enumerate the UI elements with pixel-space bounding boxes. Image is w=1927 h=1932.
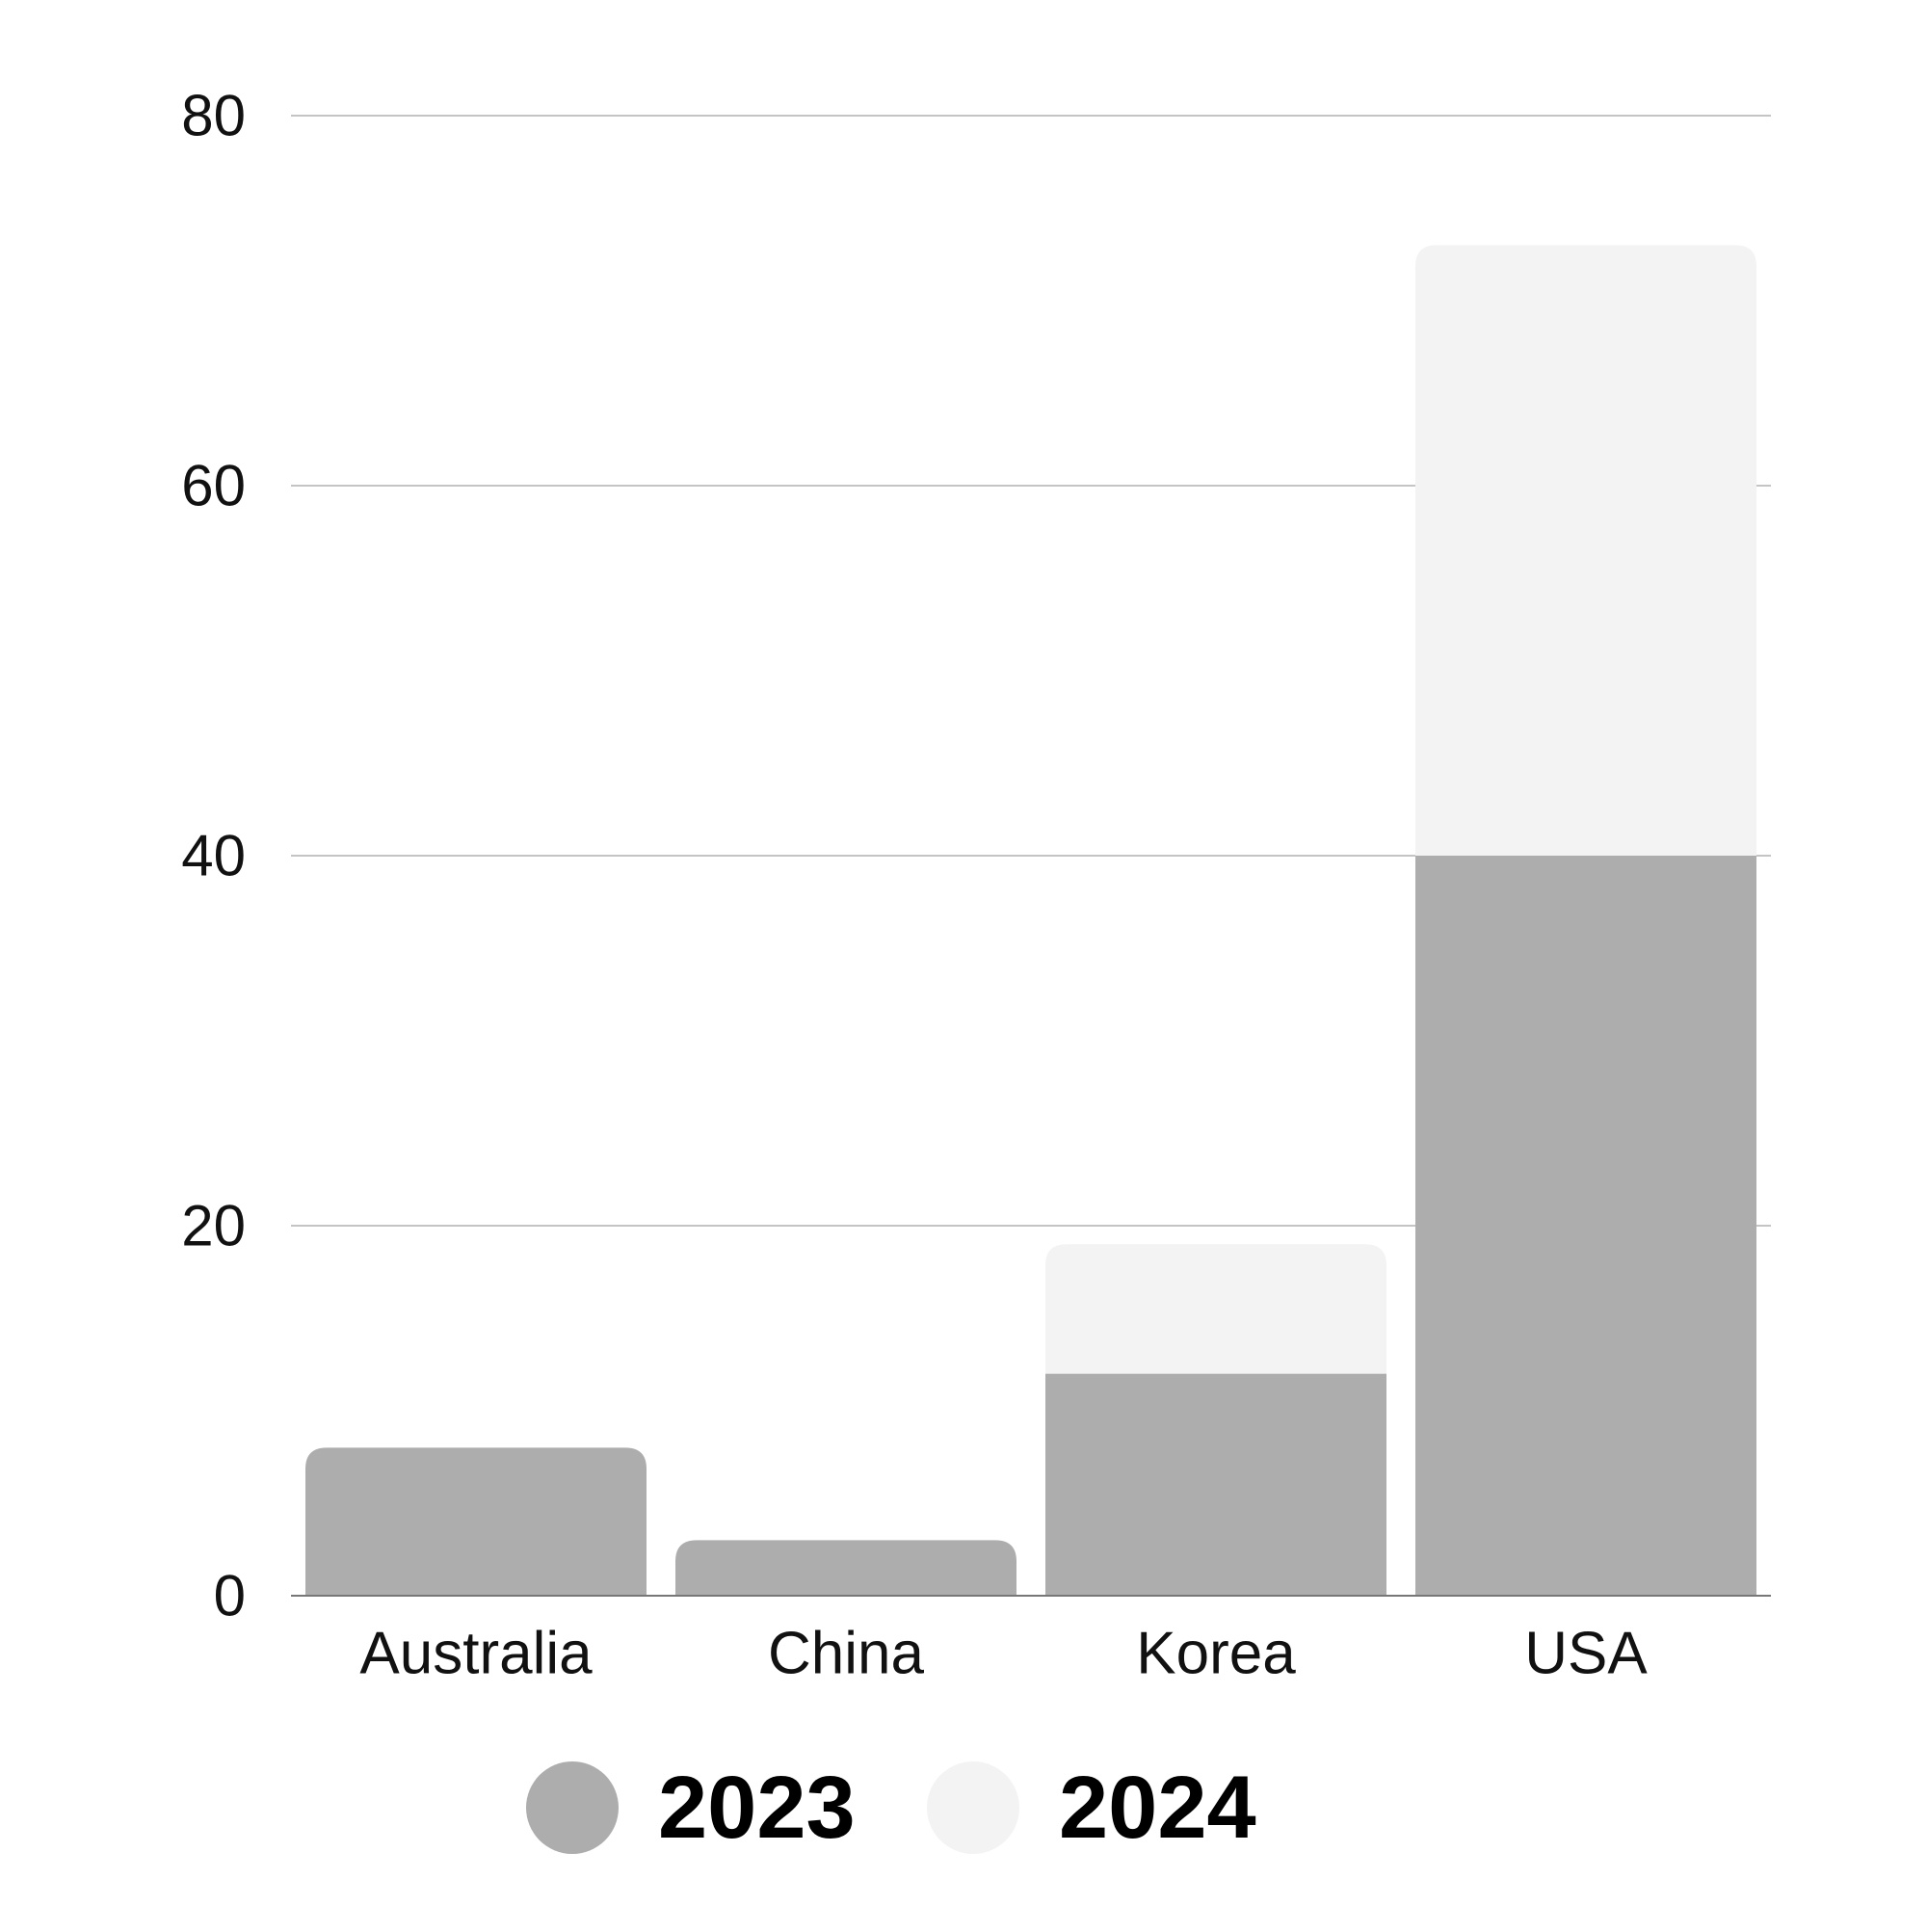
legend-label-2023: 2023: [658, 1759, 856, 1857]
y-tick-label: 20: [181, 1194, 246, 1258]
bar-korea-2024: [1045, 1244, 1386, 1374]
bar-usa-2023: [1415, 856, 1756, 1596]
x-category-label: Australia: [359, 1621, 593, 1687]
bar-china-2023: [675, 1540, 1016, 1596]
y-tick-label: 40: [181, 824, 246, 888]
x-category-label: Korea: [1136, 1621, 1296, 1687]
x-axis: Australia China Korea USA: [291, 1595, 1771, 1687]
legend-swatch-2023: [526, 1761, 619, 1854]
legend-label-2024: 2024: [1059, 1759, 1256, 1857]
bar-australia-2023: [305, 1447, 647, 1596]
x-category-label: China: [768, 1621, 925, 1687]
legend: 2023 2024: [526, 1759, 1256, 1857]
bar-usa-2024: [1415, 245, 1756, 856]
y-tick-label: 0: [214, 1564, 246, 1628]
y-axis-ticks: 0 20 40 60 80: [181, 84, 246, 1628]
legend-swatch-2024: [927, 1761, 1019, 1854]
y-tick-label: 60: [181, 454, 246, 518]
y-tick-label: 80: [181, 84, 246, 148]
bar-korea-2023: [1045, 1373, 1386, 1596]
bars: [305, 245, 1756, 1596]
x-category-label: USA: [1524, 1621, 1648, 1687]
